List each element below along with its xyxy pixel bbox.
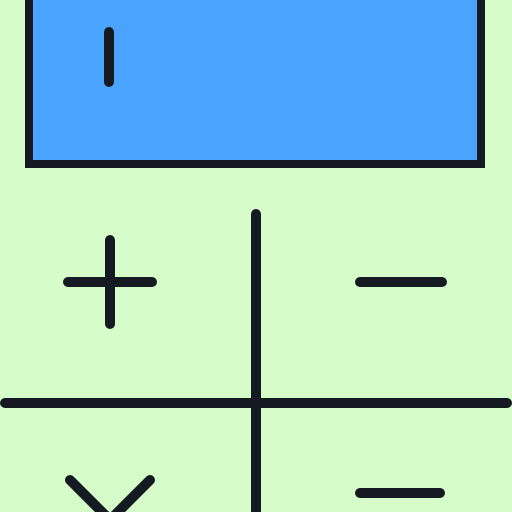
equals-key[interactable] <box>355 488 445 512</box>
multiply-icon <box>110 475 155 512</box>
calculator-display <box>25 0 485 168</box>
multiply-icon <box>65 475 110 512</box>
plus-key[interactable] <box>63 235 157 329</box>
multiply-key[interactable] <box>65 475 155 512</box>
